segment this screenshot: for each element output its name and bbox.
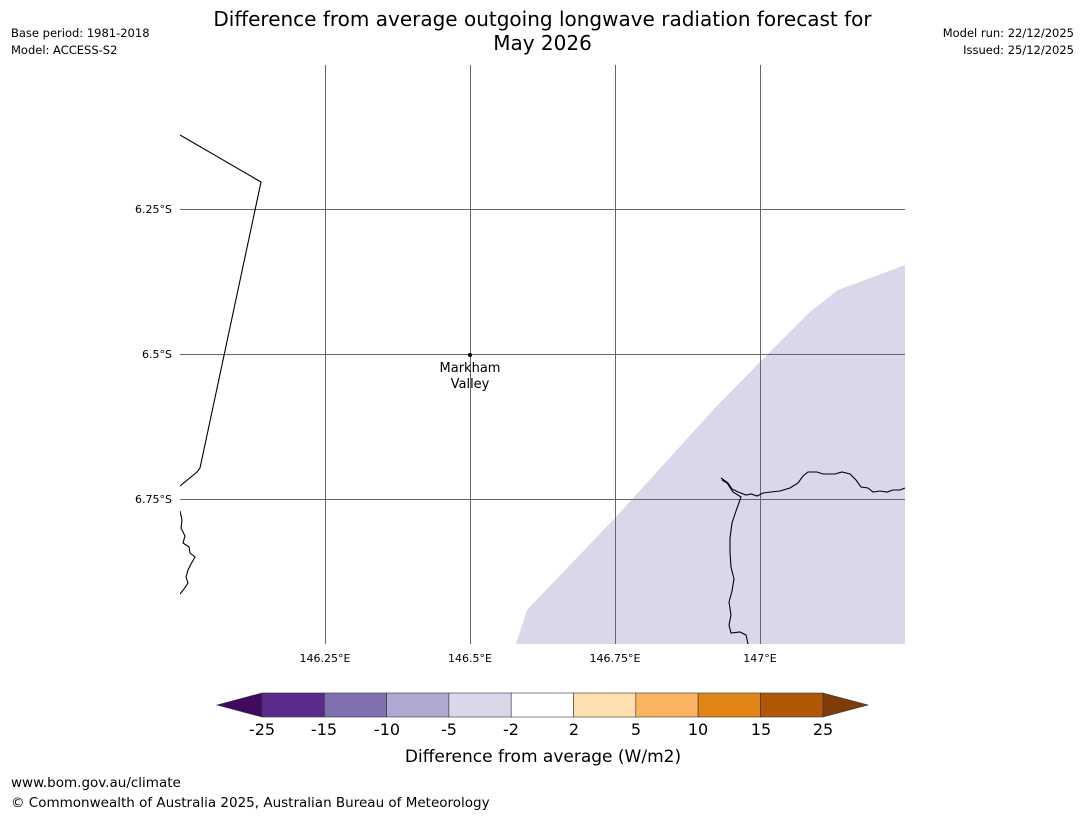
- colorbar-title: Difference from average (W/m2): [405, 747, 681, 767]
- colorbar-bin-7: [635, 692, 699, 718]
- boundaries: [180, 134, 905, 644]
- latitude-labels: 6.25°S 6.5°S 6.75°S: [135, 203, 172, 506]
- colorbar-extend-high: [822, 692, 870, 718]
- river-east: [721, 479, 749, 644]
- metadata-right: Model run: 22/12/2025 Issued: 25/12/2025: [943, 25, 1074, 59]
- colorbar-tick: -5: [441, 720, 457, 739]
- lat-label-625: 6.25°S: [135, 203, 172, 216]
- colorbar-tick: 5: [631, 720, 641, 739]
- lon-label-147: 147°E: [743, 652, 776, 665]
- base-period: Base period: 1981-2018: [11, 26, 150, 40]
- province-boundary: [180, 134, 262, 487]
- colorbar-tick: -15: [311, 720, 337, 739]
- metadata-left: Base period: 1981-2018 Model: ACCESS-S2: [11, 25, 150, 59]
- issued-date: Issued: 25/12/2025: [963, 43, 1074, 57]
- longitude-labels: 146.25°E 146.5°E 146.75°E 147°E: [300, 652, 777, 665]
- lat-label-675: 6.75°S: [135, 493, 172, 506]
- title-line-1: Difference from average outgoing longwav…: [213, 7, 872, 31]
- colorbar: [215, 692, 870, 718]
- gridlines: [180, 65, 905, 644]
- map-title: Difference from average outgoing longwav…: [180, 7, 905, 55]
- colorbar-bin-3: [386, 692, 450, 718]
- colorbar-tick: 10: [688, 720, 708, 739]
- colorbar-bin-6: [573, 692, 637, 718]
- lon-label-14675: 146.75°E: [590, 652, 641, 665]
- colorbar-bin-4: [448, 692, 512, 718]
- colorbar-bin-2: [323, 692, 387, 718]
- place-label-line-1: Markham: [440, 361, 501, 376]
- model-run: Model run: 22/12/2025: [942, 26, 1074, 40]
- place-label-line-2: Valley: [451, 377, 490, 392]
- colorbar-tick: 2: [569, 720, 579, 739]
- model-name: Model: ACCESS-S2: [11, 43, 118, 57]
- colorbar-tick: -2: [503, 720, 519, 739]
- footer-copyright: © Commonwealth of Australia 2025, Austra…: [11, 795, 490, 811]
- footer-url[interactable]: www.bom.gov.au/climate: [11, 775, 181, 791]
- colorbar-ticks: -25 -15 -10 -5 -2 2 5 10 15 25: [249, 720, 833, 739]
- colorbar-bin-9: [760, 692, 824, 718]
- colorbar-tick: 25: [813, 720, 833, 739]
- colorbar-tick: -10: [374, 720, 400, 739]
- colorbar-tick: -25: [249, 720, 275, 739]
- colorbar-extend-low: [215, 692, 263, 718]
- lat-label-650: 6.5°S: [142, 348, 172, 361]
- colorbar-bin-5: [510, 692, 574, 718]
- markham-valley-marker: [468, 353, 472, 357]
- coastline-east: [720, 471, 905, 497]
- lon-label-14625: 146.25°E: [300, 652, 351, 665]
- lon-label-1465: 146.5°E: [448, 652, 492, 665]
- colorbar-bin-8: [697, 692, 761, 718]
- title-line-2: May 2026: [493, 31, 592, 55]
- colorbar-tick: 15: [751, 720, 771, 739]
- anomaly-region-shading: [515, 265, 905, 644]
- colorbar-bin-1: [261, 692, 325, 718]
- river-west: [180, 510, 196, 595]
